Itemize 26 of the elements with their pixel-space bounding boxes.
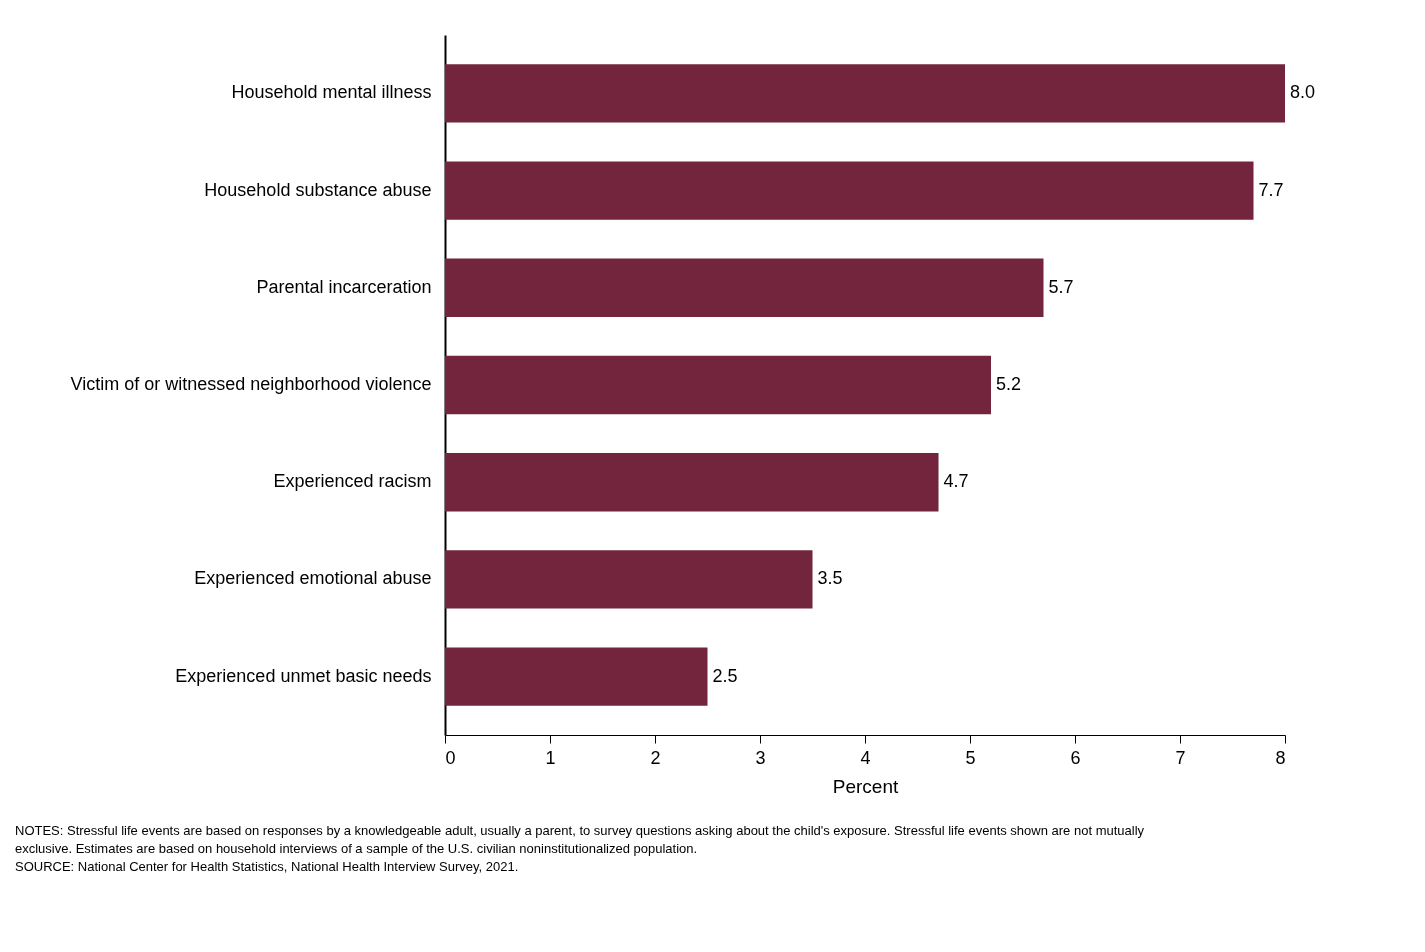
- x-tick-label: 0: [445, 747, 456, 768]
- y-tick-label: Experienced racism: [273, 471, 432, 492]
- y-tick-label: Parental incarceration: [256, 276, 432, 297]
- x-tick-label: 5: [965, 747, 976, 768]
- x-tick-label: 3: [755, 747, 766, 768]
- text: NOTES: Stressful life events are based on responses by a knowledgeable adult, usually a parent, to survey questions asking about the child's exposure. Stressful life events shown are not mutually exclusive. Estimates are based on household interviews of a sample of the U.S. civilian noninstitutionalized population.: [15, 823, 1145, 856]
- y-tick-label: Victim of or witnessed neighborhood violence: [70, 374, 432, 394]
- x-tick-label: 8: [1275, 747, 1286, 768]
- data-label: 5.7: [1048, 276, 1074, 297]
- data-label: 2.5: [712, 665, 738, 686]
- x-tick-label: 6: [1070, 747, 1081, 768]
- x-tick-label: 4: [860, 747, 871, 768]
- x-tick-label: 2: [650, 747, 661, 768]
- y-tick-label: Experienced emotional abuse: [194, 568, 432, 589]
- x-axis-title: Percent: [832, 775, 899, 797]
- source-note: SOURCE: National Center for Health Statistics, National Health Interview Survey, 2021.: [15, 859, 519, 874]
- data-label: 3.5: [817, 568, 843, 589]
- y-tick-label: Household mental illness: [231, 82, 432, 103]
- x-tick-label: 1: [545, 747, 556, 768]
- data-label: 7.7: [1258, 179, 1284, 200]
- data-label: 8.0: [1290, 82, 1316, 103]
- data-label: 4.7: [943, 471, 969, 492]
- x-tick-label: 7: [1175, 747, 1186, 768]
- y-tick-label: Household substance abuse: [204, 179, 432, 200]
- y-tick-label: Experienced unmet basic needs: [175, 665, 432, 686]
- data-label: 5.2: [996, 374, 1022, 394]
